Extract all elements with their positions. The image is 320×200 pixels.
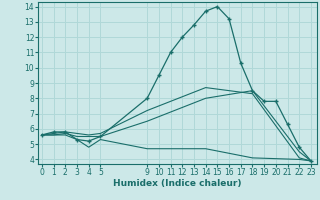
X-axis label: Humidex (Indice chaleur): Humidex (Indice chaleur) xyxy=(113,179,242,188)
